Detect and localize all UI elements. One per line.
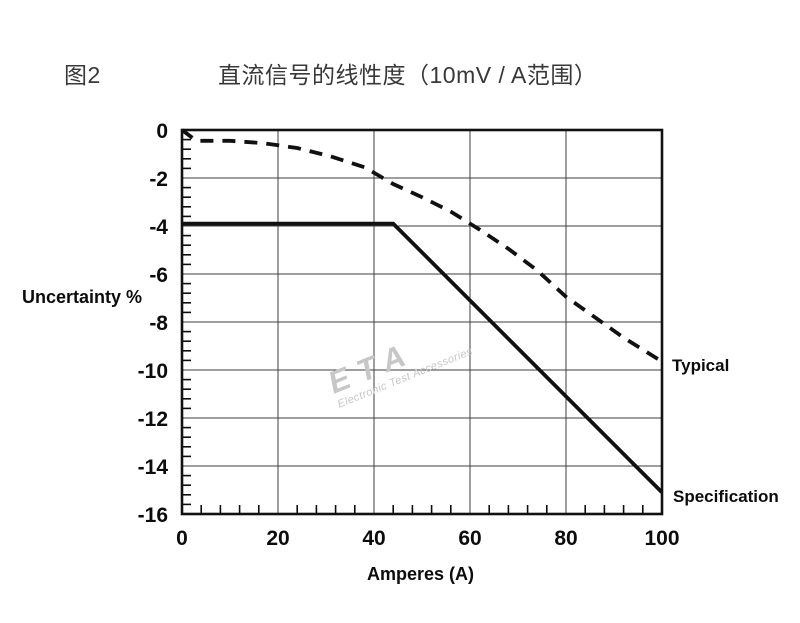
svg-text:20: 20 xyxy=(266,527,289,550)
svg-text:-8: -8 xyxy=(149,312,168,335)
svg-text:40: 40 xyxy=(362,527,385,550)
svg-text:-16: -16 xyxy=(138,504,168,527)
x-tick-labels: 0 20 40 60 80 100 xyxy=(176,527,679,550)
figure-number: 图2 xyxy=(64,62,101,88)
y-tick-labels: 0 -2 -4 -6 -8 -10 -12 -14 -16 xyxy=(138,120,169,527)
svg-text:-4: -4 xyxy=(149,216,168,239)
svg-text:-6: -6 xyxy=(149,264,168,287)
plot-frame xyxy=(180,128,664,516)
svg-text:80: 80 xyxy=(554,527,577,550)
y-axis-title: Uncertainty % xyxy=(22,287,143,307)
series-specification-line xyxy=(182,221,664,494)
svg-text:-14: -14 xyxy=(138,456,169,479)
minor-ticks xyxy=(182,138,644,514)
series-label-typical: Typical xyxy=(672,356,730,375)
svg-text:0: 0 xyxy=(176,527,188,550)
svg-text:100: 100 xyxy=(644,527,679,550)
figure-title: 直流信号的线性度（10mV / A范围） xyxy=(218,62,598,88)
svg-text:0: 0 xyxy=(156,120,168,143)
svg-text:60: 60 xyxy=(458,527,481,550)
svg-text:-12: -12 xyxy=(138,408,168,431)
svg-text:-2: -2 xyxy=(149,168,168,191)
x-axis-title: Amperes (A) xyxy=(367,564,475,584)
grid-lines xyxy=(181,129,663,515)
svg-text:-10: -10 xyxy=(138,360,168,383)
series-typical-line xyxy=(180,128,664,364)
series-label-specification: Specification xyxy=(673,487,779,506)
